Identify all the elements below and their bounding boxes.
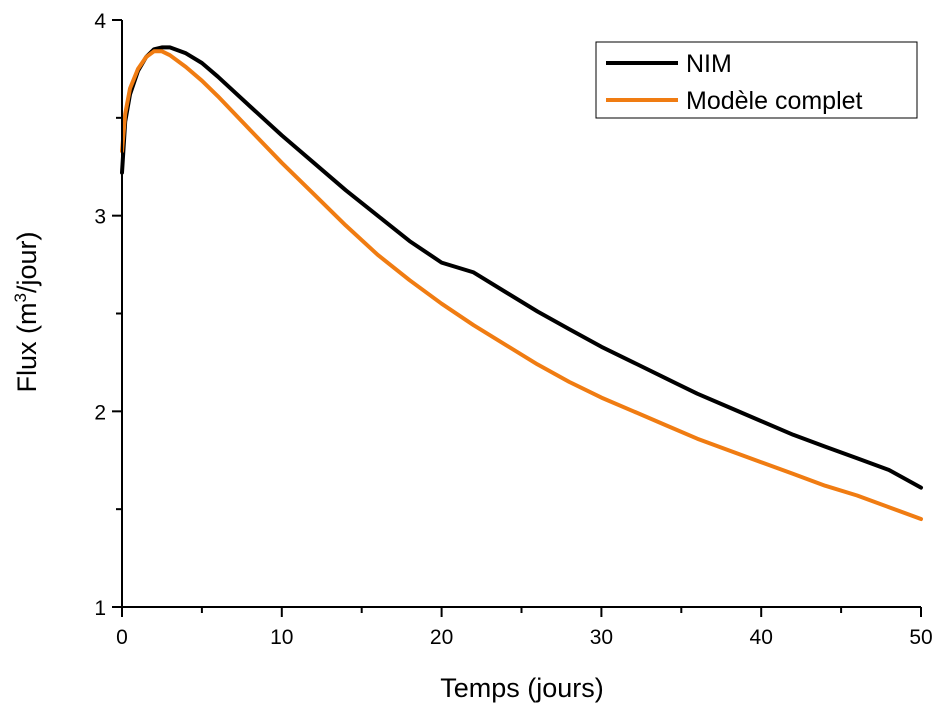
y-axis-title-prefix: Flux (m (12, 302, 42, 392)
y-axis-title: Flux (m3/jour) (11, 232, 42, 393)
y-tick-label: 4 (94, 10, 106, 33)
series-line-modele-complet (120, 49, 923, 521)
legend-label-modele-complet: Modèle complet (686, 87, 863, 115)
axes (121, 20, 921, 608)
y-tick-label: 3 (94, 206, 106, 229)
legend: NIM Modèle complet (595, 41, 918, 119)
y-tick-label: 2 (94, 401, 106, 424)
x-tick-label: 20 (430, 626, 453, 649)
x-tick-label: 10 (270, 626, 293, 649)
y-axis-title-suffix: /jour) (12, 232, 42, 294)
x-axis-title: Temps (jours) (440, 673, 604, 703)
series-line-nim (120, 45, 923, 490)
x-tick-label: 30 (590, 626, 613, 649)
y-axis-title-sup: 3 (11, 293, 30, 302)
legend-label-nim: NIM (686, 50, 732, 78)
x-tick-label: 50 (909, 626, 932, 649)
y-tick-label: 1 (94, 597, 106, 620)
legend-box (595, 41, 918, 119)
axis-ticks: 0 10 20 30 40 50 1 2 3 4 (94, 10, 932, 649)
series-layer (120, 45, 923, 521)
x-tick-label: 40 (750, 626, 773, 649)
x-tick-label: 0 (116, 626, 128, 649)
